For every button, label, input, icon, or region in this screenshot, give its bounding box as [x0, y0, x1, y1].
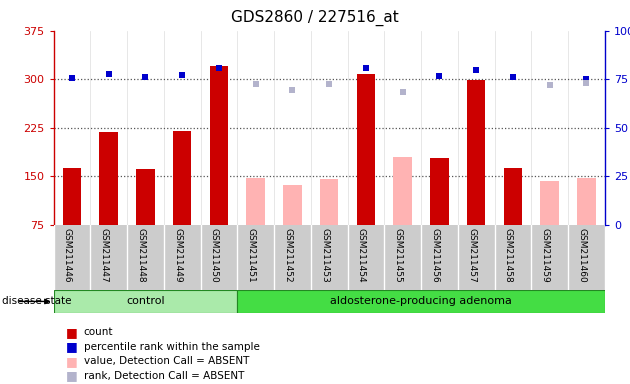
Text: GSM211460: GSM211460 — [578, 228, 587, 283]
Bar — [63, 168, 81, 225]
Bar — [100, 132, 118, 225]
Bar — [173, 131, 192, 225]
Text: GSM211446: GSM211446 — [63, 228, 72, 283]
Bar — [357, 74, 375, 225]
Text: value, Detection Call = ABSENT: value, Detection Call = ABSENT — [84, 356, 249, 366]
Text: GSM211457: GSM211457 — [467, 228, 476, 283]
Text: GSM211454: GSM211454 — [357, 228, 366, 283]
Text: GDS2860 / 227516_at: GDS2860 / 227516_at — [231, 10, 399, 26]
Text: rank, Detection Call = ABSENT: rank, Detection Call = ABSENT — [84, 371, 244, 381]
Text: ■: ■ — [66, 326, 78, 339]
Text: disease state: disease state — [2, 296, 71, 306]
Text: control: control — [126, 296, 164, 306]
Bar — [430, 158, 449, 225]
Text: GSM211452: GSM211452 — [284, 228, 292, 283]
Bar — [238, 290, 605, 313]
Text: GSM211455: GSM211455 — [394, 228, 403, 283]
Bar — [210, 66, 228, 225]
Text: GSM211458: GSM211458 — [504, 228, 513, 283]
Text: GSM211448: GSM211448 — [137, 228, 146, 283]
Text: GSM211450: GSM211450 — [210, 228, 219, 283]
Bar — [136, 169, 154, 225]
Text: ■: ■ — [66, 369, 78, 382]
Bar — [467, 81, 485, 225]
Text: count: count — [84, 327, 113, 337]
Bar — [320, 179, 338, 225]
Bar — [284, 185, 302, 225]
Text: GSM211449: GSM211449 — [173, 228, 182, 283]
Bar — [504, 168, 522, 225]
Text: GSM211447: GSM211447 — [100, 228, 109, 283]
Bar — [541, 181, 559, 225]
Text: GSM211453: GSM211453 — [320, 228, 329, 283]
Text: aldosterone-producing adenoma: aldosterone-producing adenoma — [330, 296, 512, 306]
Text: percentile rank within the sample: percentile rank within the sample — [84, 342, 260, 352]
Text: GSM211451: GSM211451 — [247, 228, 256, 283]
Text: ■: ■ — [66, 340, 78, 353]
Text: GSM211456: GSM211456 — [430, 228, 440, 283]
Bar — [54, 290, 238, 313]
Bar — [246, 178, 265, 225]
Text: GSM211459: GSM211459 — [541, 228, 549, 283]
Bar — [394, 157, 412, 225]
Bar — [577, 178, 595, 225]
Text: ■: ■ — [66, 355, 78, 368]
